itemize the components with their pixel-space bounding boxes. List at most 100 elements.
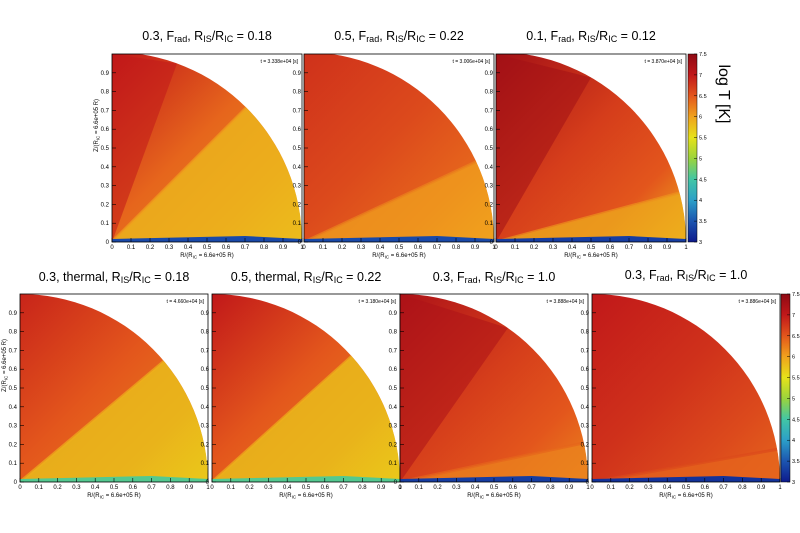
y-tick-label: 0.7 xyxy=(9,348,18,354)
x-tick-label: 1 xyxy=(300,245,304,251)
y-tick-label: 0.3 xyxy=(389,424,398,430)
y-tick-label: 0.9 xyxy=(485,71,494,77)
x-tick-label: 0.7 xyxy=(527,485,536,491)
y-tick-label: 0.2 xyxy=(9,442,18,448)
y-tick-label: 0 xyxy=(490,240,494,246)
x-tick-label: 0.5 xyxy=(395,245,404,251)
y-tick-label: 0.4 xyxy=(293,165,302,171)
x-tick-label: 0.6 xyxy=(606,245,615,251)
y-tick-label: 0.6 xyxy=(389,367,398,373)
hot-jet-region xyxy=(400,294,508,482)
y-tick-label: 0.5 xyxy=(485,146,494,152)
time-label: t = 3.338e+04 [s] xyxy=(260,59,298,65)
x-tick-label: 0.9 xyxy=(663,245,672,251)
x-tick-label: 1 xyxy=(206,485,210,491)
x-tick-label: 0.7 xyxy=(147,485,156,491)
x-tick-label: 0.1 xyxy=(415,485,424,491)
x-tick-label: 0.3 xyxy=(644,485,653,491)
y-tick-label: 0.1 xyxy=(389,461,398,467)
x-axis-label: R/(RIC = 6.6e+05 R) xyxy=(180,253,234,260)
y-tick-label: 0.9 xyxy=(389,311,398,317)
y-tick-label: 0.2 xyxy=(293,202,302,208)
x-tick-label: 0 xyxy=(18,485,22,491)
time-label: t = 3.006e+04 [s] xyxy=(452,59,490,65)
x-tick-label: 0.2 xyxy=(338,245,347,251)
x-tick-label: 1 xyxy=(778,485,782,491)
y-tick-label: 0.4 xyxy=(201,405,210,411)
colorbar-tick-label: 5.5 xyxy=(699,136,707,142)
y-tick-label: 0.9 xyxy=(101,71,110,77)
colorbar-tick-label: 7 xyxy=(792,313,795,319)
x-tick-label: 1 xyxy=(684,245,688,251)
y-tick-label: 0.5 xyxy=(389,386,398,392)
wind-boundary xyxy=(400,441,585,482)
x-tick-label: 0.2 xyxy=(53,485,62,491)
x-tick-label: 0.5 xyxy=(110,485,119,491)
x-tick-label: 0 xyxy=(210,485,214,491)
colorbar-tick-label: 7.5 xyxy=(792,292,800,298)
x-tick-label: 0.4 xyxy=(471,485,480,491)
x-tick-label: 0.4 xyxy=(663,485,672,491)
x-tick-label: 0.6 xyxy=(129,485,138,491)
x-tick-label: 0.3 xyxy=(72,485,81,491)
colorbar-gradient xyxy=(687,53,698,243)
colorbar-1: 3 3.5 4 4.5 5 5.5 6 6.5 7 7.5 log T [K] xyxy=(687,52,732,246)
y-tick-label: 0.8 xyxy=(389,330,398,336)
x-tick-label: 0.3 xyxy=(452,485,461,491)
x-tick-label: 0.5 xyxy=(587,245,596,251)
y-tick-label: 0.5 xyxy=(201,386,210,392)
x-tick-label: 1 xyxy=(586,485,590,491)
y-tick-label: 0.6 xyxy=(293,127,302,133)
y-tick-label: 0.9 xyxy=(293,71,302,77)
y-tick-label: 0.7 xyxy=(201,348,210,354)
panel-title: 0.5, thermal, RIS/RIC = 0.22 xyxy=(231,270,382,285)
x-tick-label: 0.8 xyxy=(738,485,747,491)
y-tick-label: 0.5 xyxy=(9,386,18,392)
wind-boundary xyxy=(212,355,353,482)
hot-jet-region xyxy=(496,54,591,242)
y-tick-label: 0.8 xyxy=(485,90,494,96)
y-tick-label: 0.7 xyxy=(485,108,494,114)
y-tick-label: 0.2 xyxy=(201,442,210,448)
x-tick-label: 0.3 xyxy=(165,245,174,251)
y-tick-label: 0.6 xyxy=(101,127,110,133)
x-tick-label: 0.9 xyxy=(757,485,766,491)
x-tick-label: 0.9 xyxy=(377,485,386,491)
x-axis-label: R/(RIC = 6.6e+05 R) xyxy=(564,253,618,260)
y-tick-label: 0.1 xyxy=(201,461,210,467)
temperature-field xyxy=(212,294,400,482)
y-tick-label: 0.8 xyxy=(293,90,302,96)
panel-title: 0.3, Frad, RIS/RIC = 1.0 xyxy=(433,270,556,285)
colorbar-tick-label: 6 xyxy=(699,115,702,121)
y-axis-label: Z/(RIC = 6.6e+05 R) xyxy=(2,339,9,392)
y-tick-label: 0.4 xyxy=(581,405,590,411)
x-tick-label: 0.8 xyxy=(452,245,461,251)
wind-boundary xyxy=(112,106,248,242)
x-tick-label: 0.8 xyxy=(546,485,555,491)
x-tick-label: 0.7 xyxy=(625,245,634,251)
colorbar-tick-label: 3 xyxy=(699,240,702,246)
x-tick-label: 0.6 xyxy=(701,485,710,491)
x-tick-label: 0.1 xyxy=(227,485,236,491)
heatmap-panel-6: 0 0.1 0.2 0.3 0.4 0.5 0.6 0.7 0.8 0.9 100.10.20.30… xyxy=(389,270,591,500)
y-tick-label: 0.7 xyxy=(101,108,110,114)
x-tick-label: 0.5 xyxy=(682,485,691,491)
colorbar-tick-label: 5 xyxy=(699,156,702,162)
wind-region xyxy=(20,361,208,482)
colorbar-tick-label: 4 xyxy=(699,198,702,204)
y-tick-label: 0.3 xyxy=(293,184,302,190)
wind-boundary xyxy=(592,447,778,482)
x-tick-label: 0.1 xyxy=(127,245,136,251)
colorbar-tick-label: 5 xyxy=(792,396,795,402)
y-tick-label: 0.3 xyxy=(201,424,210,430)
x-tick-label: 0.8 xyxy=(644,245,653,251)
x-tick-label: 0.9 xyxy=(279,245,288,251)
temperature-field xyxy=(400,294,588,482)
temperature-field xyxy=(592,294,780,482)
time-label: t = 4.660e+04 [s] xyxy=(166,299,204,305)
y-tick-label: 0.1 xyxy=(485,221,494,227)
hot-jet-region xyxy=(112,54,177,242)
y-tick-label: 0.4 xyxy=(485,165,494,171)
x-tick-label: 0.8 xyxy=(166,485,175,491)
heatmap-panel-3: 0 0.1 0.2 0.3 0.4 0.5 0.6 0.7 0.8 0.9 100.10.20.30… xyxy=(485,29,689,260)
